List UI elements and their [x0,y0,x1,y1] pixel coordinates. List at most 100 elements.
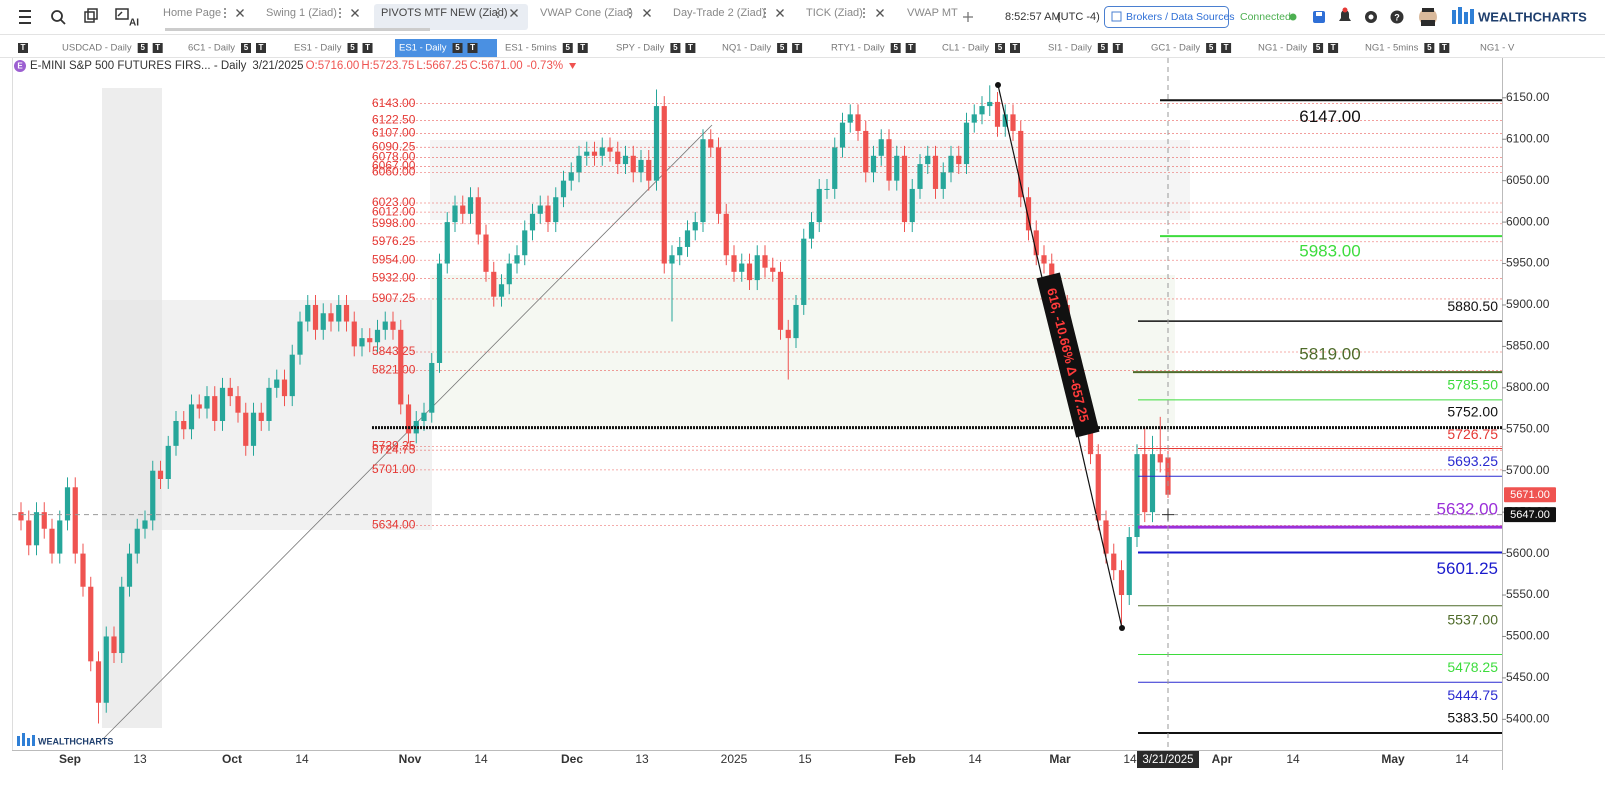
candle-body [33,512,40,546]
symbol-tab[interactable]: ES1 - 5mins [505,43,557,54]
search-icon[interactable] [51,10,66,25]
close-icon[interactable] [643,9,651,17]
candle-body [948,155,954,173]
symbol-tab[interactable]: NG1 - 5mins [1365,43,1419,54]
candle-body [987,101,993,107]
change-arrow [569,63,577,69]
level-label: 5724.75 [372,442,416,456]
menu-icon[interactable] [19,10,31,24]
candle-body [204,396,210,409]
candle-body [1087,420,1094,455]
tab-menu-icon[interactable] [764,8,766,10]
tab-menu-icon[interactable] [224,12,226,14]
tab-label[interactable]: VWAP Cone (Ziad) [540,7,633,19]
candle-body [754,255,760,281]
tab-menu-icon[interactable] [629,12,631,14]
symbol-tab[interactable]: SI1 - Daily [1048,43,1092,54]
brokers-button[interactable]: Brokers / Data Sources [1126,11,1235,23]
tab-menu-icon[interactable] [339,12,341,14]
candle-body [1033,230,1039,256]
symbol-tab[interactable]: NG1 - V [1480,43,1515,54]
close-icon[interactable] [351,9,359,17]
tab-menu-icon[interactable] [863,16,865,18]
tab-label[interactable]: PIVOTS MTF NEW (Ziad) [381,7,508,19]
candle-body [708,139,714,148]
badge-label: 5 [1209,43,1214,52]
symbol-tab[interactable]: 6C1 - Daily [188,43,235,54]
tab-menu-icon[interactable] [497,8,499,10]
tab-menu-icon[interactable] [224,8,226,10]
level-label: 6122.50 [372,113,416,127]
close-icon[interactable] [510,9,518,17]
x-tick-label: 14 [1455,752,1469,766]
settings-icon[interactable] [1365,11,1377,23]
symbol-tab[interactable]: RTY1 - Daily [831,43,885,54]
brokers-button-frame[interactable] [1104,6,1229,28]
tab-menu-icon[interactable] [863,12,865,14]
layouts-icon[interactable] [84,8,98,23]
candle-body [653,106,660,181]
candle-body [41,512,47,529]
symbol-tab[interactable]: NQ1 - Daily [722,43,771,54]
symbol-tab[interactable]: NG1 - Daily [1258,43,1307,54]
avatar[interactable] [1419,8,1437,26]
tab-label[interactable]: Swing 1 (Ziad) [266,7,337,19]
candle-body [452,205,458,223]
tab-menu-icon[interactable] [764,16,766,18]
tab-label[interactable]: Day-Trade 2 (Ziad) [673,7,766,19]
help-icon[interactable]: ? [1390,10,1404,24]
close-icon[interactable] [876,9,884,17]
add-tab[interactable] [963,12,973,22]
candle-body [894,155,900,181]
symbol-tab[interactable]: SPY - Daily [616,43,665,54]
crosshair-tag: 5647.00 [1510,509,1550,521]
symbol-tab[interactable]: GC1 - Daily [1151,43,1200,54]
save-icon[interactable] [1313,11,1325,23]
candle-body [80,553,86,587]
status-dot [1289,13,1297,21]
badge-label: T [1331,43,1336,52]
ai-icon[interactable] [115,8,129,20]
candle-body [646,159,652,181]
tab-label[interactable]: Home Page [163,7,221,19]
tab-menu-icon[interactable] [629,8,631,10]
tab-menu-icon[interactable] [497,16,499,18]
tab-label[interactable]: TICK (Ziad) [806,7,863,19]
tab-menu-icon[interactable] [764,12,766,14]
level-label: 6060.00 [372,165,416,179]
level-label: 5729.25 [372,439,416,453]
tab-menu-icon[interactable] [224,16,226,18]
level-label: 5444.75 [1447,687,1498,703]
level-label: 5537.00 [1447,612,1498,628]
badge [685,43,696,53]
close-icon[interactable] [776,9,784,17]
candle-body [1134,454,1140,538]
tab-menu-icon[interactable] [497,12,499,14]
candle-body [312,304,319,330]
tab-label[interactable]: VWAP MT [907,7,958,19]
timezone: (UTC -4) [1057,11,1100,23]
symbol-tab[interactable]: ES1 - Daily [399,43,447,54]
symbol-tab[interactable]: USDCAD - Daily [62,43,132,54]
alerts-icon[interactable] [1339,10,1351,21]
watermark: WEALTHCHARTS [38,736,113,746]
chart: E E-MINI S&P 500 FUTURES FIRS... - Daily 3… [12,58,1556,770]
level-label: 5907.25 [372,291,416,305]
close-icon[interactable] [236,9,244,17]
symbol-tab[interactable]: CL1 - Daily [942,43,989,54]
ohlc-label: L:5667.25 [416,60,467,72]
symbol-tab[interactable]: ES1 - Daily [294,43,342,54]
candle-body [855,114,861,131]
candle-body [839,122,846,148]
level-label: 5976.25 [372,234,416,248]
tab-menu-icon[interactable] [339,8,341,10]
badge [562,43,573,53]
candle-body [119,586,125,654]
tab-menu-icon[interactable] [629,16,631,18]
tab-menu-icon[interactable] [339,16,341,18]
trend-line [99,124,713,743]
candle-body [1118,570,1125,596]
candle-body [568,172,574,181]
candle-body [863,130,869,173]
tab-menu-icon[interactable] [863,8,865,10]
